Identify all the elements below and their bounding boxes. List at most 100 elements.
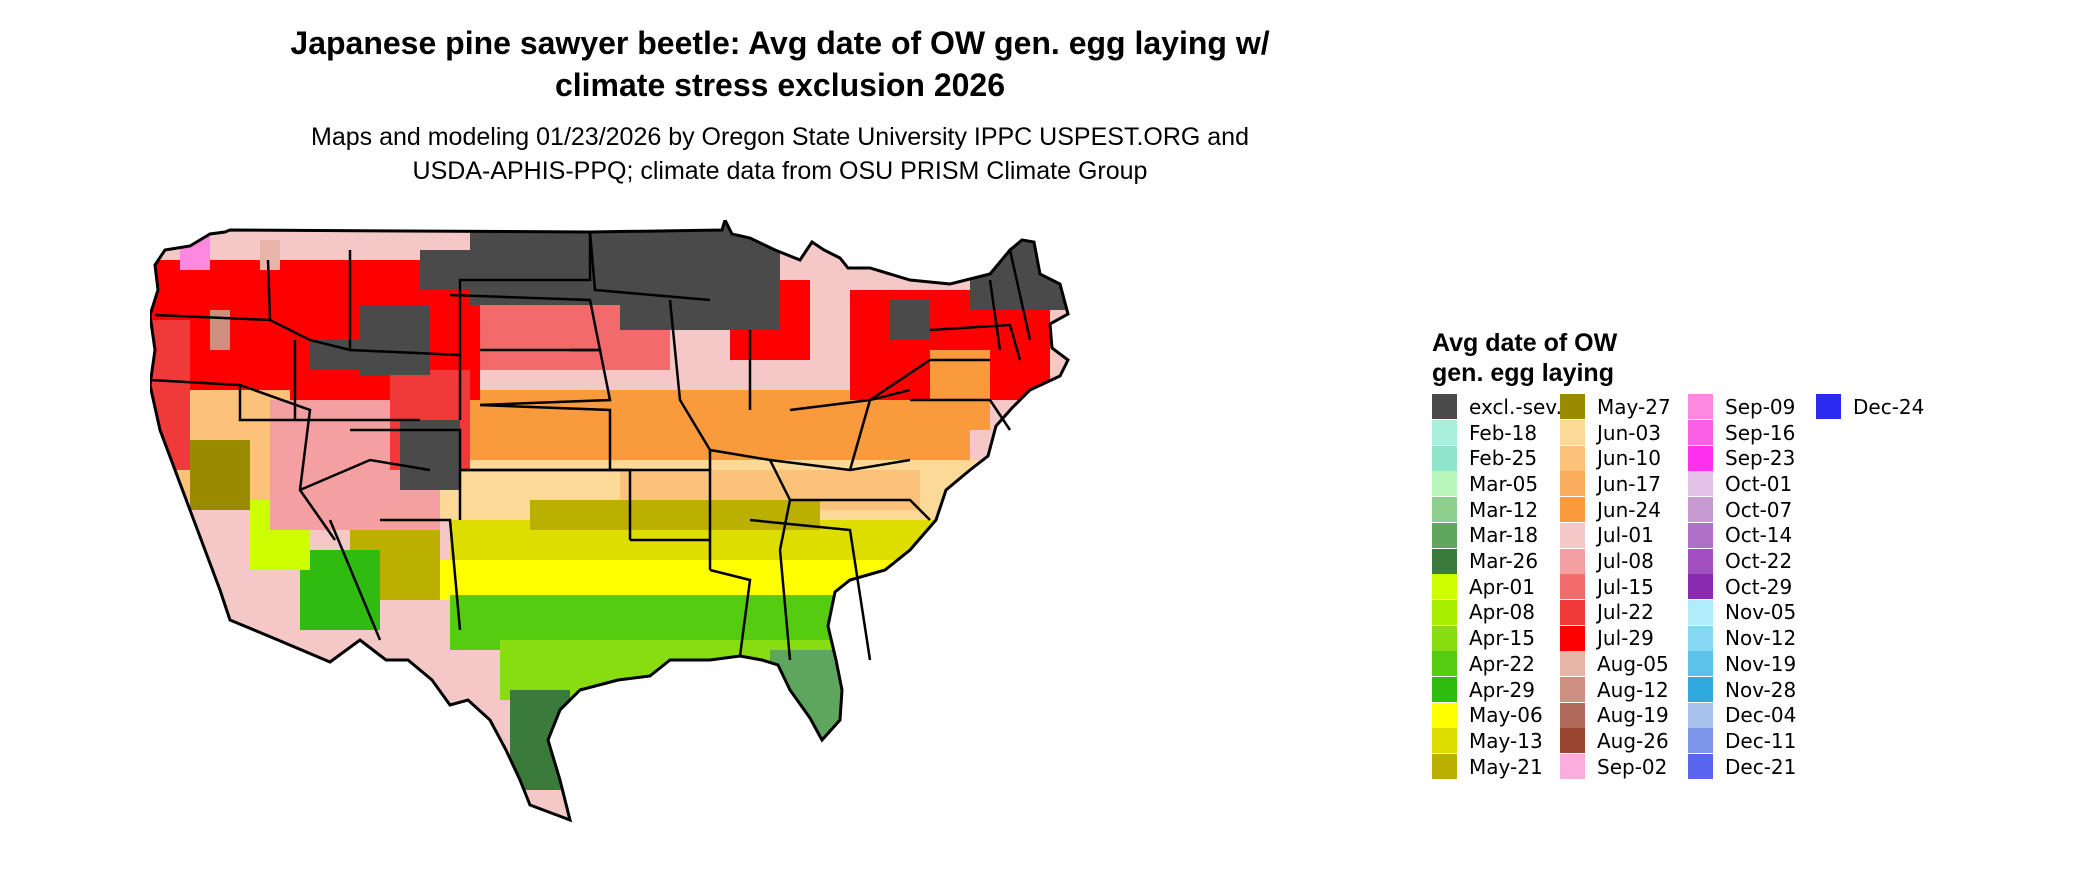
legend-item: May-13 (1432, 728, 1543, 754)
legend-item: Mar-18 (1432, 522, 1539, 549)
legend-label: Nov-19 (1725, 651, 1797, 676)
legend-label: Jul-29 (1597, 626, 1654, 651)
legend-label: Aug-19 (1597, 703, 1669, 728)
legend-swatch (1560, 445, 1585, 471)
legend-swatch (1688, 702, 1713, 728)
legend-item: Sep-23 (1688, 445, 1795, 471)
legend-swatch (1560, 522, 1585, 548)
legend-swatch (1432, 445, 1457, 471)
legend-title-line-1: Avg date of OW (1432, 329, 1618, 357)
legend-label: Apr-08 (1469, 600, 1535, 625)
legend-label: Dec-04 (1725, 703, 1797, 728)
legend-swatch (1432, 702, 1457, 728)
legend-item: Oct-29 (1688, 574, 1792, 600)
legend-item: Jul-08 (1560, 548, 1654, 574)
legend-item: Oct-01 (1688, 471, 1792, 497)
legend-swatch (1432, 754, 1457, 780)
legend-label: Feb-18 (1469, 420, 1538, 445)
legend-title-line-2: gen. egg laying (1432, 359, 1614, 387)
legend-swatch (1688, 754, 1713, 780)
legend-item: Jun-03 (1560, 420, 1661, 446)
legend-label: Mar-18 (1469, 523, 1539, 548)
legend-label: Dec-21 (1725, 754, 1797, 779)
legend-label: Dec-11 (1725, 728, 1797, 753)
legend-label: Oct-29 (1725, 574, 1793, 599)
legend-swatch (1688, 548, 1713, 574)
legend-item: Mar-05 (1432, 471, 1538, 497)
legend-label: Mar-26 (1469, 549, 1539, 574)
legend-label: Nov-05 (1725, 600, 1797, 625)
legend-label: Aug-05 (1597, 651, 1669, 676)
legend-swatch (1688, 728, 1713, 754)
legend-label: Oct-22 (1725, 549, 1793, 574)
legend-item: excl.-sev. (1432, 394, 1562, 420)
legend-label: Apr-01 (1469, 574, 1535, 599)
legend-swatch (1560, 574, 1585, 600)
legend-label: Nov-12 (1725, 626, 1797, 651)
legend-item: Oct-07 (1688, 497, 1792, 523)
legend-item: Apr-15 (1432, 625, 1535, 651)
legend-label: May-13 (1469, 728, 1543, 753)
map-subtitle: Maps and modeling 01/23/2026 by Oregon S… (180, 120, 1380, 188)
legend-swatch (1688, 522, 1713, 548)
legend-label: Jul-08 (1597, 549, 1654, 574)
legend-label: Jun-10 (1597, 446, 1661, 471)
legend-item: Nov-19 (1688, 651, 1796, 677)
map-title-line-1: Japanese pine sawyer beetle: Avg date of… (290, 25, 1270, 61)
legend-label: Jul-15 (1597, 574, 1654, 599)
legend-swatch (1432, 471, 1457, 497)
legend-item: Aug-12 (1560, 677, 1669, 703)
legend-swatch (1432, 522, 1457, 548)
legend-item: Dec-11 (1688, 728, 1796, 754)
legend-item: Nov-28 (1688, 677, 1796, 703)
legend-label: Oct-01 (1725, 471, 1793, 496)
legend-label: Sep-23 (1725, 446, 1796, 471)
legend-label: Dec-24 (1853, 394, 1925, 419)
legend-swatch (1688, 625, 1713, 651)
legend-item: Jun-10 (1560, 445, 1661, 471)
legend-item: Aug-05 (1560, 651, 1669, 677)
legend-label: Jun-24 (1597, 497, 1661, 522)
legend-swatch (1432, 728, 1457, 754)
legend-item: Feb-25 (1432, 445, 1537, 471)
legend-label: Jun-17 (1597, 471, 1661, 496)
legend-item: Oct-14 (1688, 522, 1792, 549)
legend-label: excl.-sev. (1469, 394, 1562, 419)
legend-label: Jun-03 (1597, 420, 1661, 445)
legend-item: Nov-12 (1688, 625, 1796, 651)
legend-item: Apr-08 (1432, 599, 1535, 626)
legend-label: Apr-15 (1469, 626, 1535, 651)
legend-label: Jul-01 (1597, 523, 1654, 548)
legend-item: Sep-09 (1688, 394, 1795, 420)
legend-swatch (1560, 420, 1585, 446)
legend-swatch (1688, 574, 1713, 600)
legend-label: May-27 (1597, 394, 1671, 419)
legend-swatch (1560, 702, 1585, 728)
legend-label: Jul-22 (1597, 600, 1654, 625)
legend-item: Dec-24 (1816, 394, 1924, 420)
legend-item: Dec-21 (1688, 754, 1796, 780)
legend-label: Feb-25 (1469, 446, 1538, 471)
legend-item: Nov-05 (1688, 599, 1797, 626)
legend-item: Sep-02 (1560, 754, 1667, 780)
legend-swatch (1688, 445, 1713, 471)
legend-swatch (1816, 394, 1841, 420)
legend-label: Aug-12 (1597, 677, 1669, 702)
legend-item: May-06 (1432, 702, 1543, 728)
legend-swatch (1560, 728, 1585, 754)
map-subtitle-line-2: USDA-APHIS-PPQ; climate data from OSU PR… (412, 157, 1148, 185)
legend-item: Apr-29 (1432, 677, 1535, 703)
legend-item: Jun-17 (1560, 471, 1661, 497)
legend-swatch (1688, 497, 1713, 523)
legend-swatch (1432, 497, 1457, 523)
legend-swatch (1688, 651, 1713, 677)
legend-swatch (1432, 420, 1457, 446)
legend-label: Nov-28 (1725, 677, 1797, 702)
legend-item: Jul-22 (1560, 599, 1654, 626)
legend-swatch (1560, 625, 1585, 651)
legend-swatch (1560, 599, 1585, 625)
legend-label: Oct-07 (1725, 497, 1793, 522)
map-subtitle-line-1: Maps and modeling 01/23/2026 by Oregon S… (311, 123, 1249, 151)
us-map (150, 220, 1070, 823)
legend-swatch (1560, 651, 1585, 677)
